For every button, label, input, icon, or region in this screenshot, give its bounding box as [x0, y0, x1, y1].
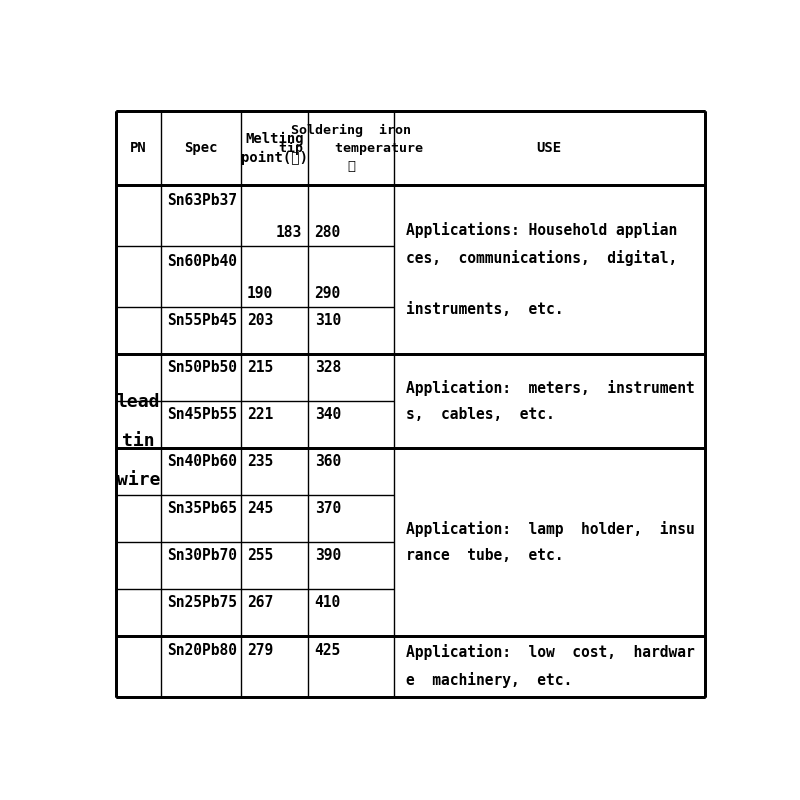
Text: 410: 410 — [314, 595, 341, 610]
Text: 221: 221 — [247, 407, 273, 422]
Text: 340: 340 — [314, 407, 341, 422]
Text: 215: 215 — [247, 360, 273, 375]
Text: Sn30Pb70: Sn30Pb70 — [167, 548, 238, 563]
Text: Application:  lamp  holder,  insu
rance  tube,  etc.: Application: lamp holder, insu rance tub… — [406, 521, 695, 562]
Text: Sn55Pb45: Sn55Pb45 — [167, 314, 238, 329]
Text: USE: USE — [537, 142, 562, 155]
Text: 360: 360 — [314, 454, 341, 469]
Text: Spec: Spec — [184, 142, 218, 155]
Text: 310: 310 — [314, 314, 341, 329]
Text: 183: 183 — [276, 225, 302, 240]
Text: Sn60Pb40: Sn60Pb40 — [167, 254, 238, 269]
Text: 267: 267 — [247, 595, 273, 610]
Text: 190: 190 — [247, 286, 273, 301]
Text: 255: 255 — [247, 548, 273, 563]
Text: Sn35Pb65: Sn35Pb65 — [167, 501, 238, 516]
Text: 203: 203 — [247, 314, 273, 329]
Text: 328: 328 — [314, 360, 341, 375]
Text: PN: PN — [130, 142, 146, 155]
Text: Sn50Pb50: Sn50Pb50 — [167, 360, 238, 375]
Text: 280: 280 — [314, 225, 341, 240]
Text: Sn45Pb55: Sn45Pb55 — [167, 407, 238, 422]
Text: Melting
point(℃): Melting point(℃) — [241, 131, 308, 166]
Text: 425: 425 — [314, 643, 341, 658]
Text: Application:  low  cost,  hardwar
e  machinery,  etc.: Application: low cost, hardwar e machine… — [406, 644, 695, 688]
Text: 245: 245 — [247, 501, 273, 516]
Text: 390: 390 — [314, 548, 341, 563]
Text: 370: 370 — [314, 501, 341, 516]
Text: Applications: Household applian
ces,  communications,  digital,

instruments,  e: Applications: Household applian ces, com… — [406, 222, 678, 318]
Text: Soldering  iron
tip    temperature
℃: Soldering iron tip temperature ℃ — [279, 124, 423, 173]
Text: Sn25Pb75: Sn25Pb75 — [167, 595, 238, 610]
Text: 279: 279 — [247, 643, 273, 658]
Text: 290: 290 — [314, 286, 341, 301]
Text: Application:  meters,  instrument
s,  cables,  etc.: Application: meters, instrument s, cable… — [406, 380, 695, 422]
Text: Sn63Pb37: Sn63Pb37 — [167, 193, 238, 208]
Text: Sn40Pb60: Sn40Pb60 — [167, 454, 238, 469]
Text: lead
tin
wire: lead tin wire — [117, 393, 160, 489]
Text: 235: 235 — [247, 454, 273, 469]
Text: Sn20Pb80: Sn20Pb80 — [167, 643, 238, 658]
